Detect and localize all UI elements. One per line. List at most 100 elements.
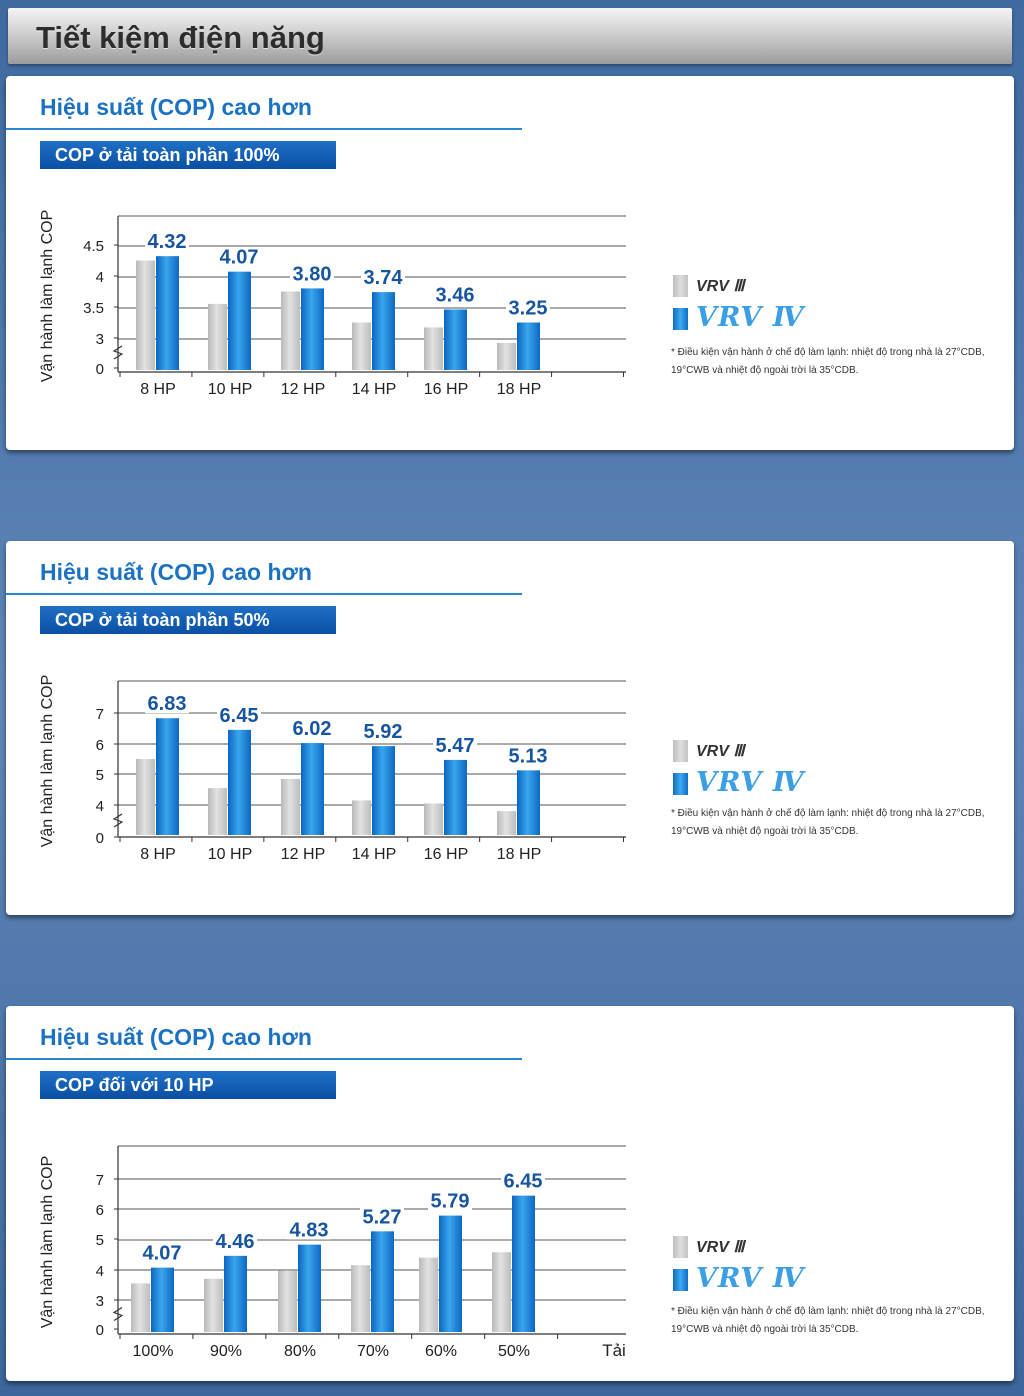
title-divider (6, 128, 522, 130)
y-tick-label: 4 (96, 1263, 104, 1280)
category-label: 100% (133, 1343, 174, 1360)
cop-panel-half-load: Hiệu suất (COP) cao hơn COP ở tải toàn p… (6, 541, 1014, 915)
legend-swatch-vrv3 (673, 740, 688, 762)
legend-label-vrv4: VRV Ⅳ (696, 767, 805, 798)
y-tick-label: 3 (96, 331, 104, 348)
panel-title: Hiệu suất (COP) cao hơn (40, 1024, 312, 1050)
cop-panel-full-load: Hiệu suất (COP) cao hơn COP ở tải toàn p… (6, 76, 1014, 450)
bar-vrv3 (208, 303, 227, 370)
bar-vrv4 (156, 256, 179, 370)
page-title: Tiết kiệm điện năng (36, 20, 325, 55)
panel-title: Hiệu suất (COP) cao hơn (40, 559, 312, 585)
y-tick-label: 4 (96, 798, 104, 815)
bar-vrv3 (497, 342, 516, 370)
legend-swatch-vrv4 (673, 1269, 688, 1291)
y-tick-label: 7 (96, 706, 104, 723)
data-label-bg (506, 297, 550, 318)
data-label: 5.47 (436, 735, 475, 757)
data-label: 4.07 (220, 247, 259, 269)
y-tick-label: 0 (96, 1322, 104, 1339)
bar-vrv4 (439, 1215, 462, 1332)
data-label: 4.07 (143, 1243, 182, 1265)
category-label: 14 HP (352, 846, 396, 863)
bar-vrv4 (224, 1255, 247, 1332)
data-label: 5.13 (509, 745, 548, 767)
bar-vrv4 (228, 271, 251, 370)
data-label-bg (145, 693, 189, 714)
y-tick-label: 7 (96, 1172, 104, 1189)
data-label: 3.46 (436, 284, 475, 306)
data-label-bg (501, 1170, 545, 1191)
y-tick-label: 5 (96, 767, 104, 784)
data-label-bg (433, 734, 477, 755)
data-label-bg (145, 231, 189, 252)
data-label: 6.45 (504, 1171, 543, 1193)
data-label-bg (433, 284, 477, 305)
bar-vrv4 (372, 292, 395, 370)
bar-vrv3 (278, 1270, 297, 1332)
category-label: 60% (425, 1343, 457, 1360)
legend-swatch-vrv4 (673, 773, 688, 795)
category-label: 50% (498, 1343, 530, 1360)
data-label-bg (217, 246, 261, 267)
data-label: 3.80 (293, 263, 332, 285)
panel-subtitle: COP đối với 10 HP (40, 1071, 336, 1099)
bar-vrv3 (352, 322, 371, 370)
y-tick-label: 3.5 (83, 300, 104, 317)
bar-vrv3 (281, 291, 300, 370)
bar-vrv3 (351, 1265, 370, 1332)
category-label: 12 HP (281, 846, 325, 863)
category-label: 18 HP (497, 846, 541, 863)
data-label: 3.74 (364, 267, 404, 289)
category-label: 10 HP (208, 846, 252, 863)
category-label: 90% (210, 1343, 242, 1360)
bar-vrv4 (512, 1195, 535, 1332)
condition-note: * Điều kiện vận hành ở chế độ làm lạnh: … (671, 808, 985, 837)
bar-vrv3 (136, 759, 155, 835)
data-label: 5.92 (364, 721, 403, 743)
category-label: 8 HP (140, 846, 176, 863)
bar-vrv4 (298, 1244, 321, 1332)
bar-vrv3 (424, 803, 443, 835)
data-label: 4.32 (148, 231, 187, 253)
category-label: 18 HP (497, 381, 541, 398)
y-tick-label: 4.5 (83, 238, 104, 255)
y-tick-label: 0 (96, 830, 104, 847)
panel-title: Hiệu suất (COP) cao hơn (40, 94, 312, 120)
bar-vrv3 (424, 327, 443, 370)
axis-break-mark (112, 813, 124, 828)
bar-vrv3 (208, 788, 227, 835)
category-label: 80% (284, 1343, 316, 1360)
data-label-bg (287, 1219, 331, 1240)
bar-vrv4 (156, 718, 179, 835)
data-label-bg (361, 267, 405, 288)
data-label-bg (213, 1230, 257, 1251)
category-label: 70% (357, 1343, 389, 1360)
bar-vrv3 (131, 1283, 150, 1332)
data-label-bg (217, 704, 261, 725)
y-axis-label: Vận hành làm lạnh COP (39, 210, 56, 383)
y-tick-label: 5 (96, 1232, 104, 1249)
data-label: 4.83 (290, 1220, 329, 1242)
data-label: 5.79 (431, 1191, 470, 1213)
bar-vrv3 (492, 1252, 511, 1332)
axis-break-mark (112, 1306, 124, 1322)
bar-vrv3 (497, 811, 516, 835)
data-label-bg (290, 263, 334, 284)
x-axis-label: Tải (602, 1341, 626, 1360)
data-label-bg (361, 721, 405, 742)
title-divider (6, 593, 522, 595)
data-label: 6.45 (220, 705, 259, 727)
legend-swatch-vrv3 (673, 1236, 688, 1258)
panel-subtitle: COP ở tải toàn phần 100% (40, 141, 336, 169)
panel-subtitle: COP ở tải toàn phần 50% (40, 606, 336, 634)
legend-label-vrv3: VRV Ⅲ (696, 1239, 745, 1256)
bar-vrv4 (301, 743, 324, 835)
cop-chart-10hp: 0 3 4 5 6 7 Vận hành làm lạnh COP 4.07 100% 4.46 9… (39, 1145, 626, 1360)
category-label: 12 HP (281, 381, 325, 398)
y-tick-label: 3 (96, 1293, 104, 1310)
bar-vrv3 (136, 260, 155, 370)
data-label: 3.25 (509, 298, 548, 320)
bar-vrv4 (371, 1231, 394, 1332)
category-label: 14 HP (352, 381, 396, 398)
